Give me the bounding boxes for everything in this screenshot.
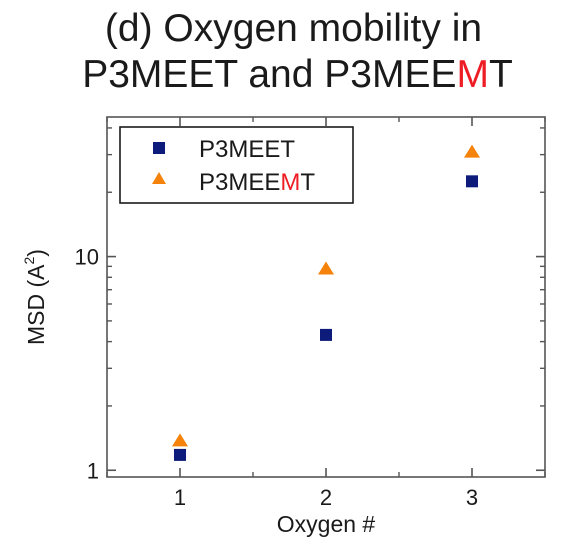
y-tick-label: 10 (75, 245, 99, 270)
x-tick-label: 2 (320, 485, 332, 510)
legend-box (119, 126, 354, 204)
data-point-p3meet-2 (320, 328, 332, 341)
legend-marker-p3meemt (152, 172, 166, 184)
data-point-p3meemt-2 (318, 261, 334, 275)
y-tick-label: 1 (87, 458, 99, 483)
legend-marker-p3meet (153, 142, 165, 154)
legend: P3MEET P3MEEMT (119, 126, 354, 204)
axis-ticks: 1 2 3 1 10 (75, 117, 546, 510)
data-point-p3meemt-1 (172, 433, 188, 447)
x-axis-label: Oxygen # (277, 511, 376, 537)
legend-label-p3meemt: P3MEEMT (199, 169, 315, 196)
data-marks (172, 144, 480, 461)
legend-label-p3meet: P3MEET (199, 136, 295, 163)
title-highlight-letter: M (456, 53, 489, 96)
legend-label-p3meet-prefix: P3MEET (199, 136, 295, 163)
x-tick-label: 1 (174, 485, 186, 510)
data-point-p3meet-3 (466, 175, 478, 188)
chart-title-line-1: (d) Oxygen mobility in (104, 7, 483, 50)
legend-label-p3meemt-suffix: T (300, 169, 315, 196)
y-axis-label-superscript: 2 (21, 256, 37, 264)
title-text-suffix: T (488, 53, 513, 96)
chart-title-line-2: P3MEET and P3MEEMT (16, 52, 563, 98)
y-axis-label-base: MSD (A (23, 264, 49, 345)
y-axis-label: MSD (A2) (21, 249, 49, 345)
x-tick-label: 3 (466, 485, 478, 510)
y-axis-label-end: ) (23, 249, 49, 257)
data-point-p3meet-1 (174, 448, 186, 461)
legend-label-p3meemt-highlight: M (280, 169, 300, 196)
title-text-prefix: P3MEET and P3MEE (82, 53, 457, 96)
legend-label-p3meemt-prefix: P3MEE (199, 169, 280, 196)
data-point-p3meemt-3 (464, 144, 480, 158)
